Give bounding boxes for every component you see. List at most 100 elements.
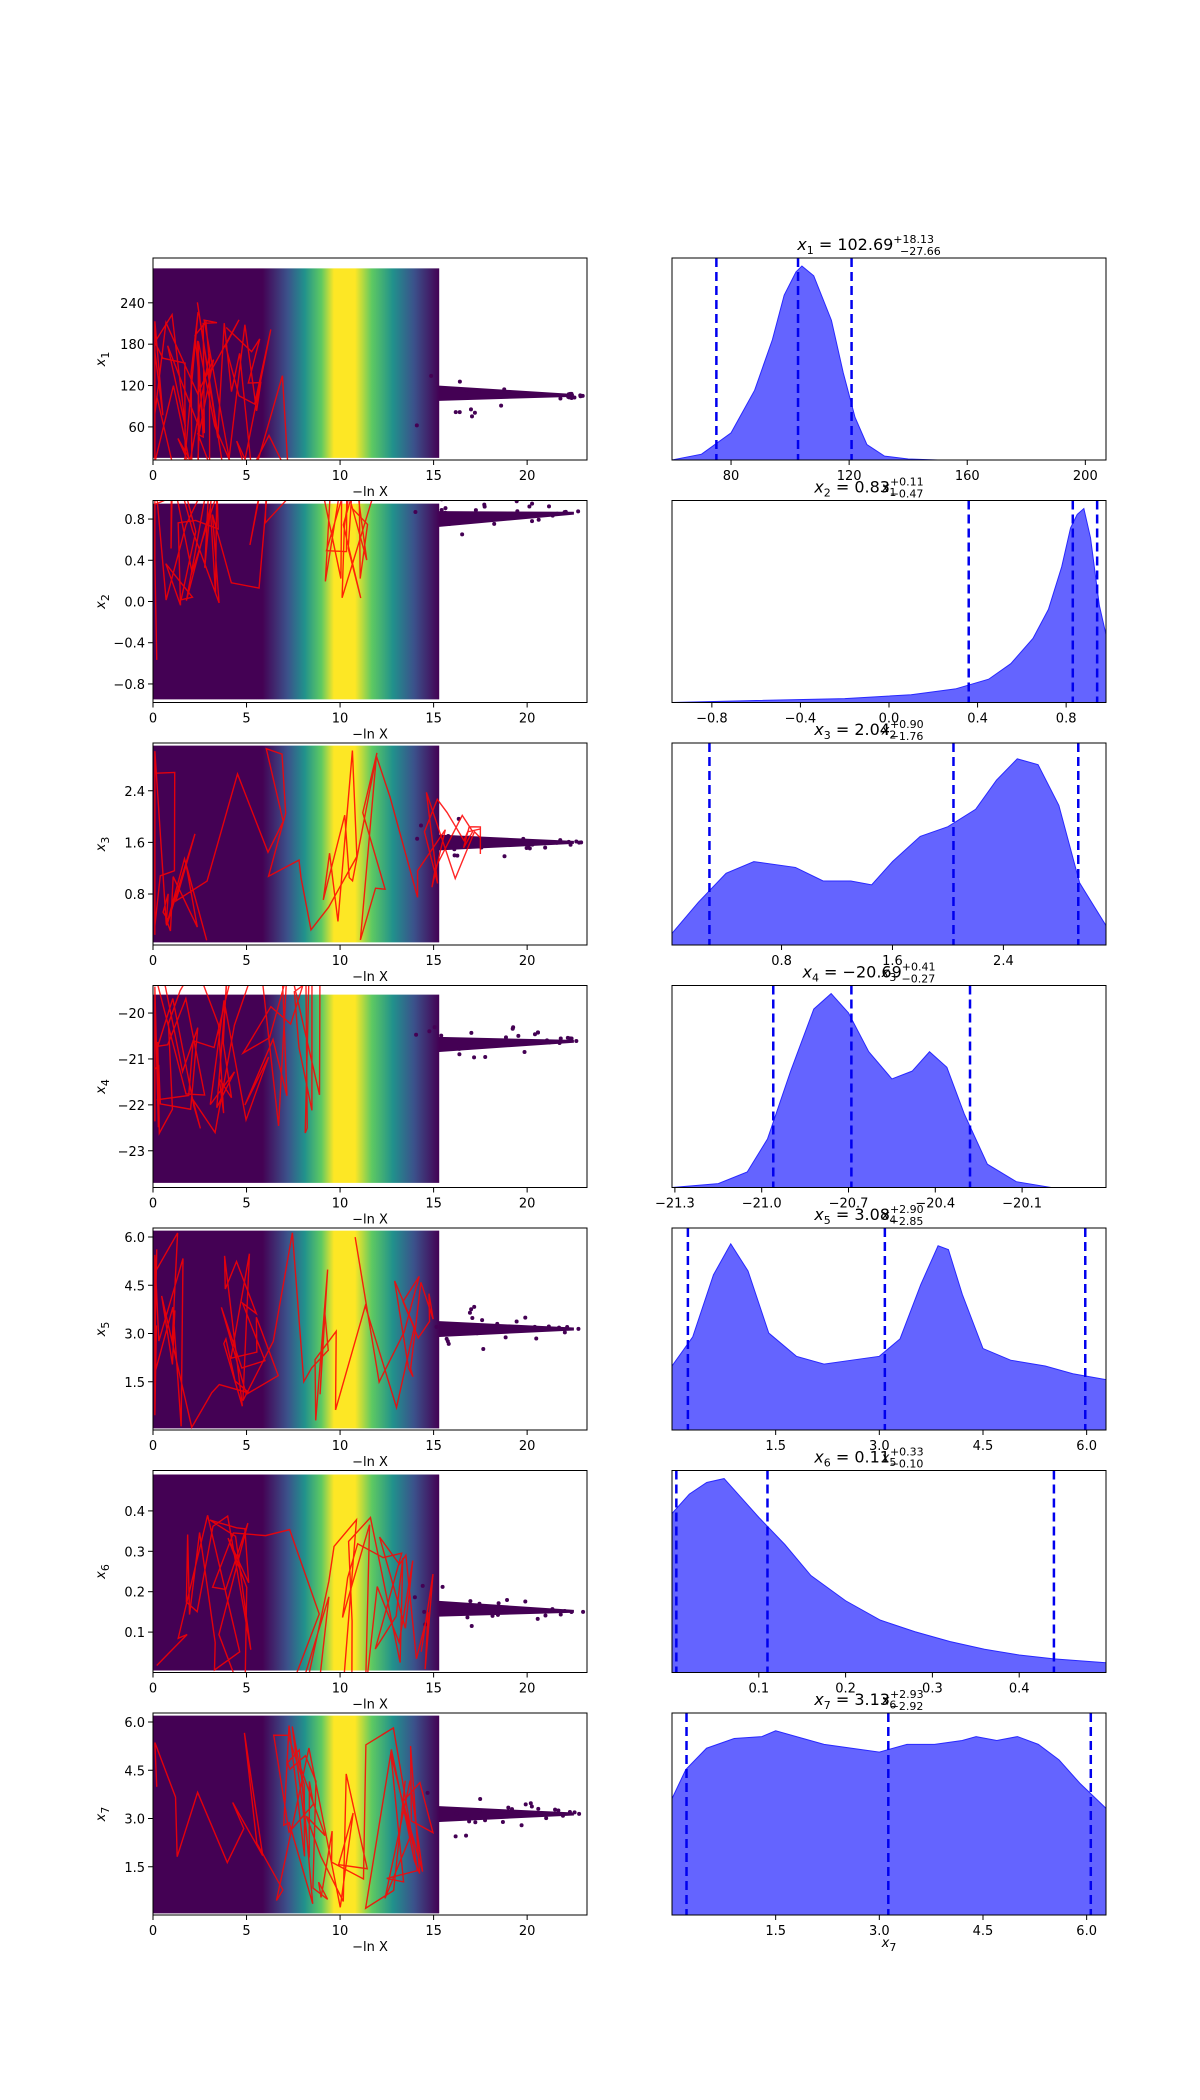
trace-panel-3 — [153, 745, 584, 943]
trace-y-tick-label: 6.0 — [124, 1231, 145, 1246]
trace-x-tick-label: 20 — [519, 1924, 536, 1939]
sample-point — [530, 501, 535, 506]
trace-y-tick-label: 2.4 — [124, 785, 145, 800]
sample-point — [569, 1036, 574, 1041]
posterior-x-axis-label: x5 — [881, 1451, 897, 1469]
sample-point — [527, 846, 532, 851]
live-point-trace — [154, 1725, 435, 1910]
trace-x-tick-label: 10 — [332, 954, 349, 969]
sample-point — [566, 839, 571, 844]
trace-x-tick-label: 0 — [149, 1439, 157, 1454]
sample-point — [535, 1616, 540, 1621]
live-point-trace — [154, 500, 373, 660]
trace-frame — [152, 1470, 588, 1673]
sample-point — [512, 1326, 517, 1331]
sample-point — [510, 1807, 515, 1812]
trace-x-tick-label: 5 — [242, 954, 250, 969]
sample-cloud — [153, 745, 574, 943]
param-row-2: 0 5 10 15 20 −ln X −0.8 −0.4 0.0 0.4 0.8 x2 −0.8 −0.4… — [94, 476, 1107, 743]
sample-point — [558, 838, 563, 843]
posterior-x-tick-label: 0.8 — [1056, 712, 1077, 727]
posterior-x-tick-label: 4.5 — [973, 1439, 994, 1454]
sample-point — [555, 511, 560, 516]
posterior-x-tick-label: 2.4 — [993, 954, 1014, 969]
sample-point — [472, 410, 477, 415]
sample-cloud — [153, 1230, 574, 1429]
sample-point — [569, 1609, 574, 1614]
sample-point — [514, 500, 519, 504]
sample-point — [425, 1790, 430, 1795]
posterior-frame — [671, 1712, 1107, 1916]
sample-point — [473, 844, 478, 849]
sample-point — [467, 1819, 472, 1824]
trace-y-tick-label: 0.1 — [124, 1626, 145, 1641]
sample-point — [514, 393, 519, 398]
sample-point — [495, 1321, 500, 1326]
trace-panel-4 — [153, 985, 579, 1183]
posterior-frame — [671, 985, 1107, 1188]
sample-point — [544, 1816, 549, 1821]
posterior-x-tick-label: 160 — [955, 469, 980, 484]
posterior-x-axis-label: x3 — [881, 966, 897, 984]
trace-y-tick-label: 6.0 — [124, 1716, 145, 1731]
posterior-x-tick-label: −20.4 — [915, 1197, 955, 1212]
sample-point — [429, 486, 433, 490]
sample-point — [536, 1806, 541, 1811]
sample-point — [457, 1046, 462, 1051]
sample-point — [572, 1810, 577, 1815]
posterior-panel-2 — [672, 500, 1106, 703]
sample-point — [565, 1324, 570, 1329]
trace-x-tick-label: 15 — [425, 1439, 442, 1454]
sample-point — [502, 854, 507, 859]
trace-x-tick-label: 5 — [242, 712, 250, 727]
param-row-3: 0 5 10 15 20 −ln X 0.8 1.6 2.4 x3 0.8 1.6 2.4 x3 x3 = … — [94, 718, 1107, 985]
sample-point — [558, 1612, 563, 1617]
trace-x-tick-label: 15 — [425, 1924, 442, 1939]
posterior-x-tick-label: 0.8 — [771, 954, 792, 969]
sample-point — [490, 1613, 495, 1618]
sample-point — [523, 1042, 528, 1047]
sample-point — [500, 1820, 505, 1825]
trace-y-tick-label: 0.0 — [124, 596, 145, 611]
param-row-4: 0 5 10 15 20 −ln X −20 −21 −22 −23 x4 −21.3 −21.0 −20… — [94, 961, 1107, 1228]
sample-point — [563, 509, 568, 514]
trace-x-tick-label: 0 — [149, 1924, 157, 1939]
trace-y-tick-label: −0.4 — [113, 637, 145, 652]
trace-panel-2 — [153, 486, 581, 700]
sample-point — [527, 504, 532, 509]
trace-y-axis-label: x7 — [94, 1807, 112, 1823]
sample-point — [496, 1601, 501, 1606]
posterior-x-tick-label: 200 — [1073, 469, 1098, 484]
sample-point — [477, 1601, 482, 1606]
trace-x-tick-label: 5 — [242, 469, 250, 484]
trace-panel-6 — [153, 1474, 586, 1673]
trace-y-tick-label: 0.2 — [124, 1586, 145, 1601]
sample-point — [577, 840, 582, 845]
sample-point — [523, 1599, 528, 1604]
sample-point — [476, 389, 481, 394]
sample-point — [510, 1026, 515, 1031]
posterior-x-tick-label: −21.0 — [742, 1197, 782, 1212]
sample-point — [543, 845, 548, 850]
trace-x-tick-label: 10 — [332, 1682, 349, 1697]
sample-point — [521, 836, 526, 841]
sample-point — [439, 507, 444, 512]
sample-point — [503, 1035, 508, 1040]
posterior-title: x6 = 0.11+0.33 −0.10 — [813, 1446, 923, 1471]
posterior-frame — [671, 257, 1107, 461]
posterior-x-tick-label: 0.4 — [1009, 1682, 1030, 1697]
sample-point — [581, 1609, 586, 1614]
posterior-frame — [671, 1227, 1107, 1431]
sample-point — [506, 1805, 511, 1810]
trace-panel-5 — [153, 1230, 581, 1430]
sample-point — [473, 508, 478, 513]
sample-point — [546, 504, 551, 509]
posterior-panel-3 — [672, 743, 1106, 945]
sample-point — [464, 1833, 469, 1838]
sample-point — [455, 488, 459, 492]
sample-point — [499, 403, 504, 408]
trace-y-tick-label: 0.3 — [124, 1545, 145, 1560]
sample-point — [580, 393, 585, 398]
sample-point — [567, 1810, 572, 1815]
